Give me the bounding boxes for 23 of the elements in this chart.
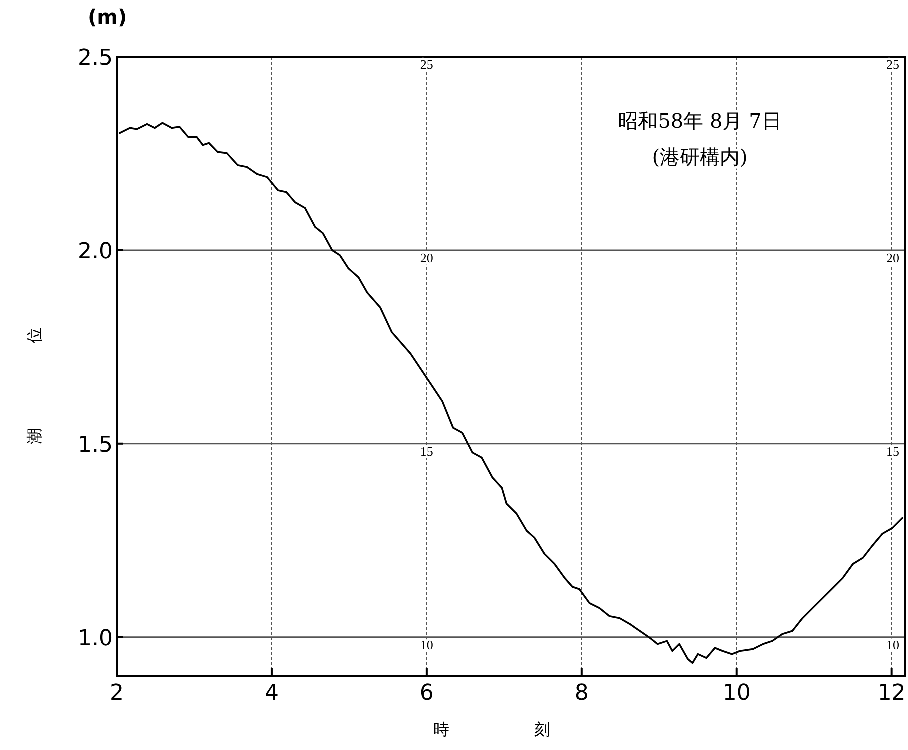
y2-tick-label: 10 — [886, 637, 900, 652]
x-tick-label: 6 — [420, 681, 434, 706]
x-axis-title: 時 刻 — [433, 720, 591, 739]
x-tick-label: 12 — [878, 681, 906, 706]
y-tick-label: 1.5 — [78, 432, 113, 458]
x-tick-label: 8 — [574, 681, 589, 706]
annotation: (港研構内) — [652, 145, 748, 169]
annotation: 25 — [420, 57, 434, 72]
x-tick-label: 4 — [264, 681, 279, 706]
y2-tick-label: 20 — [886, 250, 900, 266]
y2-tick-label: 25 — [886, 57, 900, 72]
y2-tick-label: 15 — [886, 444, 900, 459]
annotation: 15 — [420, 444, 434, 459]
annotation: 10 — [420, 637, 434, 652]
x-tick-label: 2 — [110, 681, 124, 706]
x-tick-label: 10 — [722, 681, 751, 706]
y-tick-label: 2.5 — [78, 46, 113, 71]
text: (m) — [88, 5, 128, 29]
annotation: 昭和58年 8月 7日 — [618, 109, 782, 133]
y-tick-label: 1.0 — [78, 626, 113, 652]
annotation: 20 — [420, 250, 434, 266]
y-axis-title: 潮 位 — [25, 287, 44, 445]
y-tick-label: 2.0 — [78, 239, 113, 264]
